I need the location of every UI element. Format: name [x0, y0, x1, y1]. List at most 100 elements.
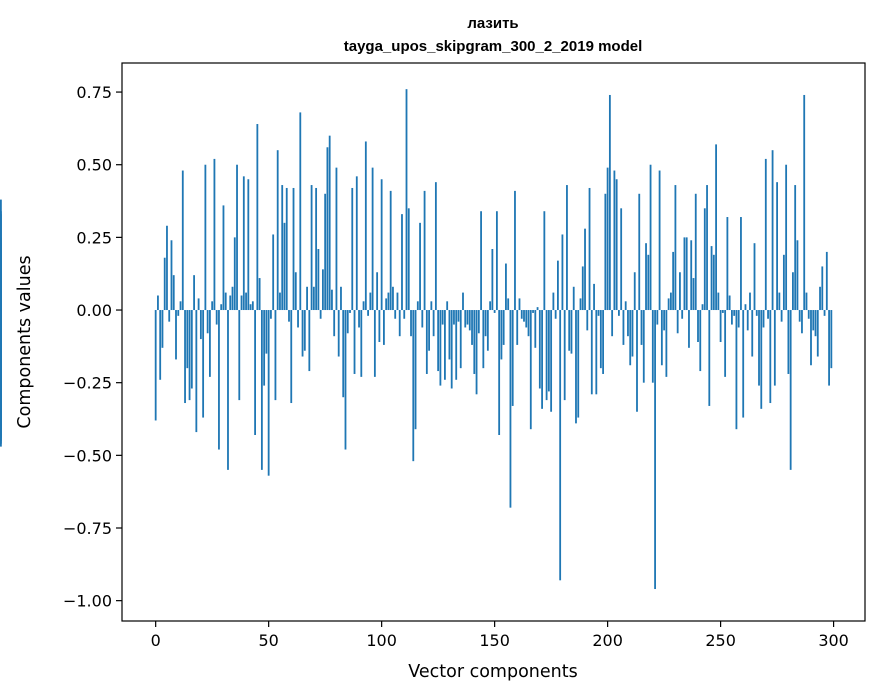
- bar-248: [715, 144, 717, 311]
- bar-94: [367, 310, 369, 316]
- bar-4: [163, 257, 166, 311]
- bar-73: [319, 310, 322, 319]
- y-axis-label: Components values: [15, 255, 35, 428]
- bar-173: [545, 310, 548, 401]
- bar-207: [622, 310, 625, 345]
- bar-261: [744, 304, 747, 311]
- bar-60: [290, 310, 293, 404]
- bar-22: [204, 164, 207, 311]
- bar-24: [209, 310, 211, 377]
- bar-100: [380, 179, 383, 311]
- bar-143: [477, 310, 480, 334]
- bar-180: [561, 234, 564, 311]
- bar-254: [728, 295, 731, 311]
- bar-296: [823, 310, 826, 316]
- bar-227: [667, 298, 670, 311]
- bar-284: [796, 240, 799, 311]
- bar-194: [593, 283, 595, 311]
- bar-103: [387, 292, 390, 311]
- bar-245: [708, 310, 711, 406]
- bar-121: [428, 310, 430, 351]
- bar-136: [462, 292, 464, 311]
- bar-293: [816, 310, 819, 357]
- y-tick-label: 0.75: [76, 83, 112, 102]
- bar-0: [154, 310, 157, 421]
- x-tick-label: 200: [592, 631, 623, 650]
- bar-255: [731, 310, 733, 325]
- bar-236: [688, 310, 690, 348]
- bar-243: [703, 208, 706, 311]
- bar-45: [256, 124, 259, 311]
- bar-295: [821, 266, 824, 311]
- bar-154: [502, 310, 505, 345]
- bar-19: [197, 298, 200, 311]
- bar-132: [453, 310, 455, 325]
- bar-147: [486, 310, 489, 351]
- bar-209: [627, 310, 629, 337]
- bar-214: [638, 193, 641, 311]
- bar-273: [771, 150, 774, 311]
- bar-133: [455, 310, 458, 380]
- bar-229: [672, 251, 675, 311]
- bar-271: [767, 310, 769, 319]
- bar-112: [407, 208, 410, 311]
- bar-174: [547, 310, 550, 392]
- bar-252: [724, 310, 727, 377]
- bar-56: [281, 185, 284, 311]
- bar-131: [450, 310, 453, 389]
- bar-242: [701, 304, 704, 311]
- bar-188: [579, 298, 582, 311]
- bar-17: [193, 275, 195, 311]
- bar-221: [654, 310, 656, 590]
- bar-144: [480, 211, 482, 311]
- bar-117: [419, 222, 421, 311]
- bar-241: [699, 310, 702, 372]
- bar-113: [410, 310, 412, 337]
- bar-205: [618, 310, 620, 316]
- bar-63: [297, 310, 299, 328]
- bar-202: [611, 310, 614, 337]
- bar-172: [543, 211, 546, 311]
- bar-183: [568, 310, 571, 351]
- y-tick-label: −0.75: [63, 519, 112, 538]
- bar-128: [444, 310, 446, 380]
- bar-167: [532, 310, 534, 313]
- bar-23: [206, 310, 209, 334]
- bar-93: [364, 141, 367, 311]
- bar-208: [624, 301, 627, 311]
- bar-66: [303, 310, 306, 351]
- bar-231: [676, 310, 679, 334]
- bar-268: [760, 310, 763, 409]
- bar-6: [168, 310, 171, 322]
- bar-200: [606, 167, 609, 311]
- bar-92: [362, 301, 365, 311]
- bar-12: [181, 170, 184, 311]
- bar-98: [376, 272, 379, 311]
- bar-289: [807, 310, 810, 319]
- bar-124: [434, 182, 437, 311]
- bar-31: [224, 292, 227, 311]
- bar-28: [218, 310, 220, 450]
- bar-237: [690, 240, 693, 311]
- bar-77: [328, 135, 331, 311]
- bar-48: [263, 310, 266, 386]
- bar-135: [459, 310, 462, 369]
- bar-270: [764, 158, 767, 311]
- bar-262: [746, 310, 749, 331]
- bar-160: [516, 310, 519, 345]
- bar-55: [279, 292, 281, 311]
- bar-191: [586, 310, 589, 331]
- bar-109: [401, 214, 403, 311]
- bar-146: [484, 310, 487, 337]
- bar-36: [236, 164, 238, 311]
- bar-153: [500, 310, 503, 360]
- bar-72: [317, 249, 320, 311]
- bar-101: [383, 310, 385, 345]
- bar-257: [735, 310, 738, 430]
- bar-120: [425, 310, 428, 374]
- bar-39: [242, 176, 245, 311]
- y-tick-label: 0.00: [76, 301, 112, 320]
- y-axis-ticks: −1.00 −0.75 −0.50 −0.25 0.00 0.25 0.50 0.75: [63, 83, 122, 611]
- bar-74: [321, 269, 324, 311]
